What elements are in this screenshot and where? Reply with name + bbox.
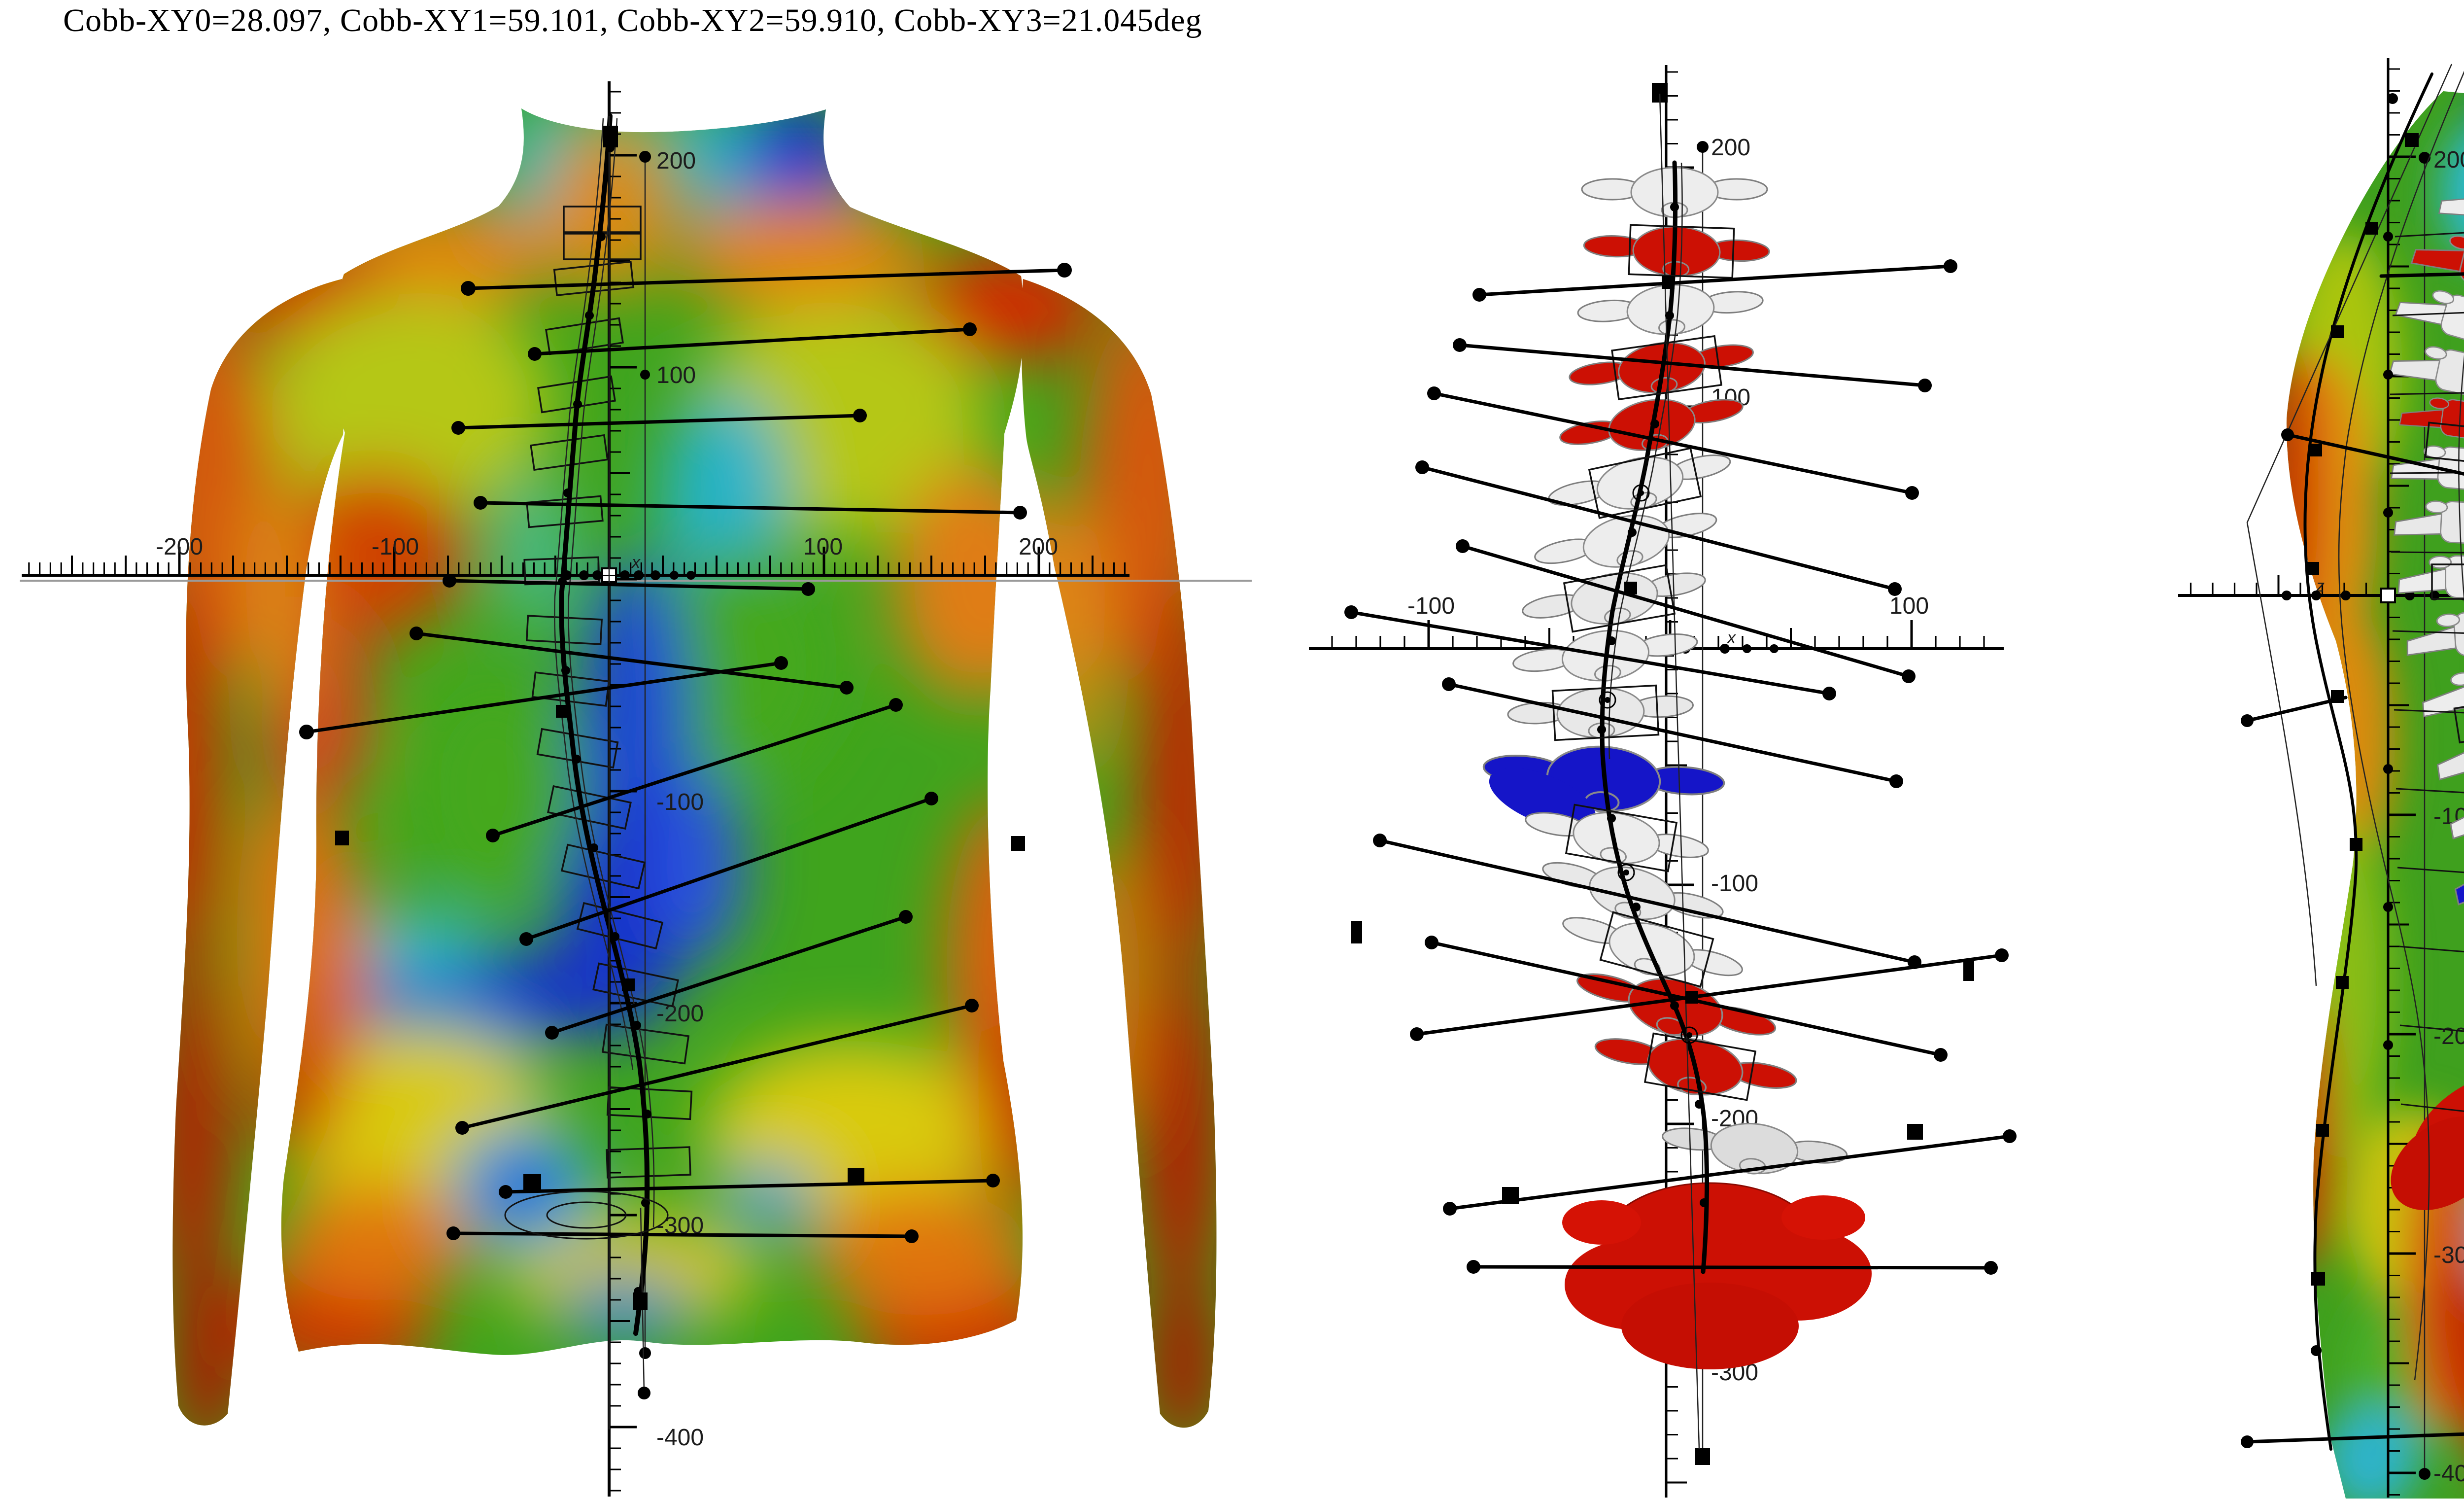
x-tick-label: -100 — [372, 534, 419, 560]
y-tick-label: 200 — [1711, 135, 1750, 161]
y-tick-label: -400 — [656, 1425, 704, 1451]
spine-overlay-panel3 — [2241, 64, 2464, 1451]
y-tick-label: 200 — [2433, 147, 2464, 173]
y-tick-label: 200 — [656, 148, 696, 174]
torso-heatmap — [172, 108, 1217, 1428]
origin-marker: x — [631, 553, 641, 572]
surface-band-heatmap — [2286, 91, 2464, 1500]
spine-overlay-panel1 — [299, 113, 1072, 1430]
vertebra-boxes — [1551, 224, 1757, 1101]
y-tick-label: -100 — [656, 789, 704, 815]
vertebral-column-sagittal — [2388, 178, 2464, 1211]
panel-spine-frontal: -100 100 200 100 -100 -200 -300 x — [1309, 65, 2017, 1498]
contour-markers — [2306, 93, 2419, 1356]
vertebral-column-frontal — [1480, 167, 1872, 1369]
cobb-measurement-lines — [1344, 259, 2017, 1275]
x-tick-label: 100 — [1889, 593, 1929, 619]
y-tick-label: -200 — [2433, 1023, 2464, 1049]
x-tick-label: 100 — [803, 534, 843, 560]
x-tick-label: 200 — [1019, 534, 1058, 560]
spine-overlay-panel2 — [1344, 93, 2017, 1450]
origin-marker: z — [2316, 577, 2325, 595]
cobb-measurement-lines — [2241, 272, 2464, 1448]
figure-title: Cobb-XY0=28.097, Cobb-XY1=59.101, Cobb-X… — [63, 2, 1202, 38]
x-tick-label: -100 — [1407, 593, 1455, 619]
y-tick-label: -300 — [2433, 1242, 2464, 1268]
panel-posterior-surface-map: -200 -100 100 200 200 100 -100 -200 -300… — [20, 81, 1252, 1497]
landmark-square-left — [1351, 921, 1362, 943]
y-tick-label: -100 — [1711, 871, 1758, 897]
landmark-square-right — [1963, 960, 1974, 981]
landmark-square-right — [1011, 836, 1025, 851]
landmark-square-left — [335, 831, 349, 845]
panel-surface-spine-sagittal: 100 200 -100 -200 -300 -400 z — [2178, 58, 2464, 1500]
origin-marker: x — [1726, 628, 1736, 647]
sacrum-sagittal — [2391, 1071, 2464, 1211]
sacrum-frontal — [1562, 1182, 1872, 1369]
x-tick-label: -200 — [156, 534, 203, 560]
y-tick-label: 100 — [656, 362, 696, 388]
y-tick-label: -400 — [2433, 1461, 2464, 1487]
axes-panel3: 100 200 -100 -200 -300 -400 z — [2178, 58, 2464, 1498]
cobb-measurement-lines — [299, 263, 1072, 1399]
